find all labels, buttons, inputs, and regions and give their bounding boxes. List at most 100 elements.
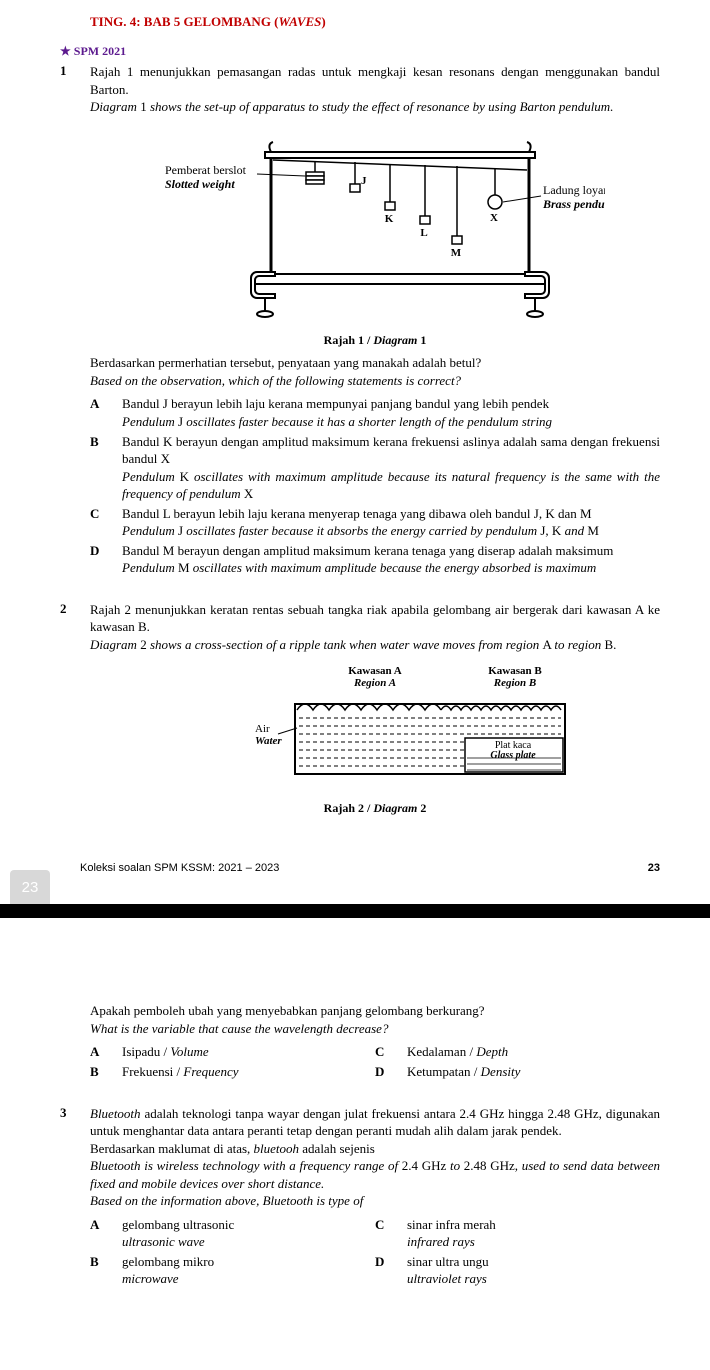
page-thumbnail-tab: 23: [10, 870, 50, 904]
q2-continued-body: Apakah pemboleh ubah yang menyebabkan pa…: [90, 1002, 660, 1082]
footer-left: Koleksi soalan SPM KSSM: 2021 – 2023: [80, 862, 279, 874]
q3-ms-d: bluetooh: [254, 1141, 303, 1156]
q1-body: Rajah 1 menunjukkan pemasangan radas unt…: [90, 63, 660, 579]
q2-opts-right: C Kedalaman / Depth D Ketumpatan / Densi…: [375, 1043, 660, 1082]
letter-C: C: [90, 505, 122, 540]
q1-stem-en-num: 1: [137, 99, 150, 114]
chapter-title-italic: WAVES: [279, 14, 322, 29]
q3-opts-right: C sinar infra merah infrared rays D sina…: [375, 1216, 660, 1290]
q1-C-en-d: J, K: [540, 523, 564, 538]
q1-A-en-c: oscillates faster because it has a short…: [186, 414, 552, 429]
q1-D-text: Bandul M berayun dengan amplitud maksimu…: [122, 542, 660, 577]
q2-letter-B: B: [90, 1063, 122, 1081]
q2-en-d: A: [542, 637, 554, 652]
q1-B-en-b: K: [180, 469, 194, 484]
q2-en-f: B.: [604, 637, 616, 652]
letter-B: B: [90, 433, 122, 503]
q3-opt-A: A gelombang ultrasonic ultrasonic wave: [90, 1216, 375, 1251]
regionA-en: Region A: [353, 677, 396, 689]
q2-en-a: Diagram: [90, 637, 140, 652]
q1-stem-ms: Rajah 1 menunjukkan pemasangan radas unt…: [90, 63, 660, 98]
q1-C-en-c: oscillates faster because it absorbs the…: [186, 523, 540, 538]
q1-opt-B: B Bandul K berayun dengan amplitud maksi…: [90, 433, 660, 503]
q2-num-blank: [60, 1002, 90, 1082]
q2-caption: Rajah 2 / Diagram 2: [90, 800, 660, 816]
q2-en-b: 2: [140, 637, 150, 652]
q1-follow-ms: Berdasarkan permerhatian tersebut, penya…: [90, 354, 660, 372]
question-1: 1 Rajah 1 menunjukkan pemasangan radas u…: [90, 63, 660, 579]
q1-cap-c: 1: [417, 333, 426, 347]
q2-stem-en: Diagram 2 shows a cross-section of a rip…: [90, 636, 660, 654]
chapter-title: TING. 4: BAB 5 GELOMBANG (WAVES): [90, 14, 660, 30]
q1-opt-D: D Bandul M berayun dengan amplitud maksi…: [90, 542, 660, 577]
q1-options: A Bandul J berayun lebih laju kerana mem…: [90, 395, 660, 576]
ladung-en: Brass pendulum: [542, 197, 605, 211]
letter-A: A: [90, 395, 122, 430]
q1-D-en-b: M: [178, 560, 193, 575]
q3-A-en: ultrasonic wave: [122, 1234, 205, 1249]
q1-opt-A: A Bandul J berayun lebih laju kerana mem…: [90, 395, 660, 430]
q2-options: A Isipadu / Volume B Frekuensi / Frequen…: [90, 1043, 660, 1082]
q3-number: 3: [60, 1105, 90, 1290]
q2-A-text: Isipadu / Volume: [122, 1043, 375, 1061]
q3-opts-left: A gelombang ultrasonic ultrasonic wave B…: [90, 1216, 375, 1290]
q2-opts-left: A Isipadu / Volume B Frekuensi / Frequen…: [90, 1043, 375, 1082]
q2-opt-C: C Kedalaman / Depth: [375, 1043, 660, 1061]
q3-C-en: infrared rays: [407, 1234, 475, 1249]
label-J: J: [361, 175, 367, 187]
q2-en-c: shows a cross-section of a ripple tank w…: [150, 637, 543, 652]
q1-A-en-a: Pendulum: [122, 414, 178, 429]
q1-B-en-d: X: [244, 486, 253, 501]
q3-opt-D: D sinar ultra ungu ultraviolet rays: [375, 1253, 660, 1288]
q1-D-en-a: Pendulum: [122, 560, 178, 575]
question-3: 3 Bluetooth adalah teknologi tanpa wayar…: [90, 1105, 660, 1290]
q2-cap-a: Rajah 2 /: [324, 801, 374, 815]
q2-C-text: Kedalaman / Depth: [407, 1043, 660, 1061]
q1-B-en-a: Pendulum: [122, 469, 180, 484]
q2-stem-ms: Rajah 2 menunjukkan keratan rentas sebua…: [90, 601, 660, 636]
pemberat-ms: Pemberat berslot: [165, 163, 247, 177]
regionB-ms: Kawasan B: [488, 665, 542, 677]
q2-follow-ms: Apakah pemboleh ubah yang menyebabkan pa…: [90, 1002, 660, 1020]
q3-D-text: sinar ultra ungu ultraviolet rays: [407, 1253, 660, 1288]
q3-en-d: 2.48 GHz: [464, 1158, 515, 1173]
question-2: 2 Rajah 2 menunjukkan keratan rentas seb…: [90, 601, 660, 822]
q1-A-text: Bandul J berayun lebih laju kerana mempu…: [122, 395, 660, 430]
air-ms: Air: [255, 723, 270, 735]
q1-C-text: Bandul L berayun lebih laju kerana menye…: [122, 505, 660, 540]
q3-en-c: to: [450, 1158, 464, 1173]
q2-number: 2: [60, 601, 90, 822]
q1-follow-en: Based on the observation, which of the f…: [90, 372, 660, 390]
q3-en-a: Bluetooth is wireless technology with a …: [90, 1158, 402, 1173]
q2-body: Rajah 2 menunjukkan keratan rentas sebua…: [90, 601, 660, 822]
q1-D-en-c: oscillates with maximum amplitude becaus…: [193, 560, 597, 575]
q3-D-ms: sinar ultra ungu: [407, 1254, 489, 1269]
letter-D: D: [90, 542, 122, 577]
q3-stem-ms-2: Berdasarkan maklumat di atas, bluetooh a…: [90, 1140, 660, 1158]
q3-B-text: gelombang mikro microwave: [122, 1253, 375, 1288]
q2-follow-en: What is the variable that cause the wave…: [90, 1020, 660, 1038]
q1-A-ms: Bandul J berayun lebih laju kerana mempu…: [122, 396, 549, 411]
regionB-en: Region B: [493, 677, 536, 689]
q2-cap-c: 2: [417, 801, 426, 815]
q2-C-en: Depth: [476, 1044, 508, 1059]
q1-stem-en-a: Diagram: [90, 99, 137, 114]
q2-diagram: Kawasan A Region A Kawasan B Region B: [90, 662, 660, 817]
spm-year: ★ SPM 2021: [60, 44, 660, 59]
q3-D-en: ultraviolet rays: [407, 1271, 487, 1286]
pemberat-en: Slotted weight: [165, 177, 235, 191]
regionA-ms: Kawasan A: [348, 665, 402, 677]
q2-opt-D: D Ketumpatan / Density: [375, 1063, 660, 1081]
q2-letter-A: A: [90, 1043, 122, 1061]
label-K: K: [385, 213, 394, 225]
label-X: X: [490, 212, 498, 224]
q3-opt-B: B gelombang mikro microwave: [90, 1253, 375, 1288]
q3-stem-ms-1: Bluetooth adalah teknologi tanpa wayar d…: [90, 1105, 660, 1140]
chapter-title-close: ): [321, 14, 325, 29]
q3-letter-A: A: [90, 1216, 122, 1251]
q2-en-e: to region: [554, 637, 604, 652]
plate-en: Glass plate: [490, 750, 536, 761]
footer-page-num: 23: [648, 862, 660, 874]
q1-opt-C: C Bandul L berayun lebih laju kerana men…: [90, 505, 660, 540]
q1-C-ms: Bandul L berayun lebih laju kerana menye…: [122, 506, 592, 521]
